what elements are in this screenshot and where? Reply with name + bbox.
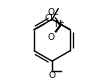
Text: O: O [48,33,55,41]
Text: Cl: Cl [45,14,54,23]
Text: +: + [58,20,64,26]
Text: N: N [54,20,61,29]
Text: O: O [49,71,56,80]
Text: −: − [52,12,58,18]
Text: O: O [48,8,55,17]
